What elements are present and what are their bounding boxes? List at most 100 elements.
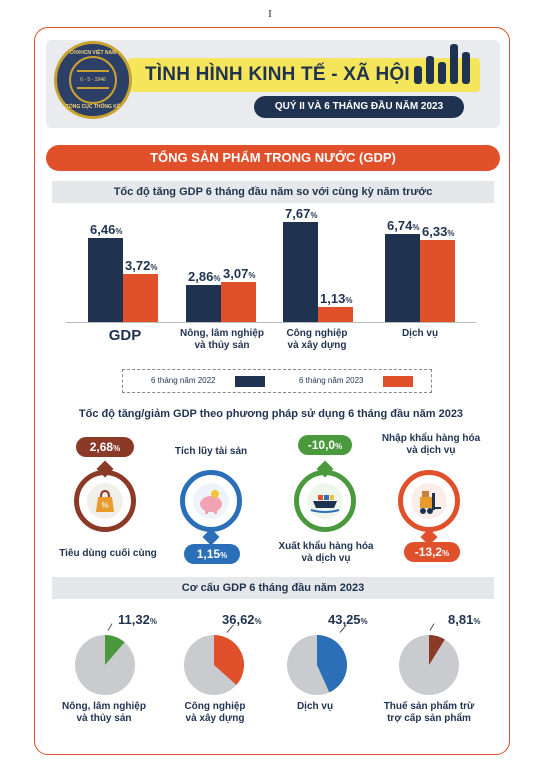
forklift-icon xyxy=(411,483,447,519)
pie-slice xyxy=(105,635,125,665)
pie-value: 36,62% xyxy=(222,612,262,627)
growth-section-title: Tốc độ tăng GDP 6 tháng đầu năm so với c… xyxy=(52,181,494,203)
percent-sign: % xyxy=(335,442,343,451)
category-line: Công nghiệp xyxy=(286,328,348,339)
logo-stripe xyxy=(77,70,109,72)
gso-logo: CHXHCN VIỆT NAM 6 - 5 - 1946 TỔNG CỤC TH… xyxy=(54,41,132,119)
industry-share: 36,62 xyxy=(222,612,255,627)
asset-accumulation-label: Tích lũy tài sản xyxy=(174,446,248,457)
page-title: TÌNH HÌNH KINH TẾ - XÃ HỘI xyxy=(145,64,410,85)
pie-services xyxy=(287,635,348,695)
pie-slice xyxy=(214,635,244,686)
logo-bottom-text: TỔNG CỤC THỐNG KÊ xyxy=(65,104,121,110)
label-line: và dịch vụ xyxy=(406,445,456,456)
category-industry: Công nghiệp và xây dựng xyxy=(272,328,362,352)
category-line: và thủy sản xyxy=(194,340,250,351)
logo-stripe xyxy=(77,87,109,89)
asset-accumulation-badge xyxy=(180,470,242,546)
chart-baseline xyxy=(66,322,476,323)
pie-value: 11,32% xyxy=(118,612,157,627)
page-frame xyxy=(34,27,510,755)
category-line: và xây dựng xyxy=(287,340,347,351)
import-value: -13,2 xyxy=(414,545,443,559)
import-value-pill: -13,2% xyxy=(404,542,460,562)
label-line: trợ cấp sản phẩm xyxy=(387,713,471,724)
category-agriculture: Nông, lâm nghiệp và thủy sản xyxy=(170,328,274,352)
category-gdp: GDP xyxy=(108,327,142,344)
consumption-value-pill: 2,68% xyxy=(76,437,134,457)
label-line: Nhập khẩu hàng hóa xyxy=(381,433,481,444)
legend-swatch-2022 xyxy=(235,376,265,387)
bar-2023 xyxy=(221,282,256,322)
import-label: Nhập khẩu hàng hóa và dịch vụ xyxy=(376,433,486,457)
pie-industry xyxy=(184,635,244,695)
bar-2023 xyxy=(318,307,353,322)
bar-value-label: 2,86% xyxy=(188,268,221,284)
pie-slice xyxy=(429,635,445,665)
bar-chart-icon xyxy=(414,44,470,84)
asset-accumulation-value: 1,15 xyxy=(196,547,221,561)
export-value-pill: -10,0% xyxy=(298,435,352,455)
pie-agriculture xyxy=(75,635,135,695)
piggy-bank-icon xyxy=(193,483,229,519)
page-number: I xyxy=(268,8,272,20)
percent-sign: % xyxy=(254,617,262,626)
bar-value-label: 3,07% xyxy=(223,266,256,282)
legend-label-2023: 6 tháng năm 2023 xyxy=(299,376,364,385)
bar-2022 xyxy=(283,222,318,322)
pie-label-agriculture: Nông, lâm nghiệp và thủy sản xyxy=(54,701,154,725)
bar-2022 xyxy=(88,238,123,322)
label-line: Thuế sản phẩm trừ xyxy=(383,701,475,712)
label-line: Nông, lâm nghiệp xyxy=(62,701,146,712)
pie-label-taxes: Thuế sản phẩm trừ trợ cấp sản phẩm xyxy=(374,701,484,725)
bar-value-label: 7,67% xyxy=(285,206,318,222)
pie-label-industry: Công nghiệp và xây dựng xyxy=(170,701,260,725)
pie-taxes xyxy=(399,635,459,695)
import-badge xyxy=(398,470,460,546)
bar-2022 xyxy=(186,284,221,322)
usage-section-title: Tốc độ tăng/giảm GDP theo phương pháp sử… xyxy=(78,408,464,420)
category-line: Nông, lâm nghiệp xyxy=(180,328,264,339)
percent-sign: % xyxy=(149,617,157,626)
structure-section-title: Cơ cấu GDP 6 tháng đầu năm 2023 xyxy=(52,577,494,599)
label-line: và thủy sản xyxy=(76,713,132,724)
bar-2022 xyxy=(385,234,420,322)
asset-accumulation-value-pill: 1,15% xyxy=(184,544,240,564)
export-label: Xuất khẩu hàng hóa và dịch vụ xyxy=(274,541,378,565)
pie-slice xyxy=(317,635,348,693)
legend-label-2022: 6 tháng năm 2022 xyxy=(151,376,216,385)
label-line: Công nghiệp xyxy=(184,701,246,712)
taxes-share: 8,81 xyxy=(448,612,474,627)
pie-label-services: Dịch vụ xyxy=(296,701,334,712)
bar-value-label: 1,13% xyxy=(320,291,353,307)
bar-value-label: 3,72% xyxy=(125,257,158,273)
logo-ring xyxy=(69,56,117,104)
percent-sign: % xyxy=(442,549,450,558)
pie-value: 8,81% xyxy=(448,612,480,627)
bar-value-label: 6,74% xyxy=(387,218,420,234)
page-subtitle: QUÝ II VÀ 6 THÁNG ĐẦU NĂM 2023 xyxy=(254,96,464,118)
consumption-label: Tiêu dùng cuối cùng xyxy=(59,548,157,559)
pie-value: 43,25% xyxy=(328,612,368,627)
bar-2023 xyxy=(420,239,455,322)
bar-value-label: 6,46% xyxy=(90,222,123,238)
agriculture-share: 11,32 xyxy=(118,612,150,627)
bar-2023 xyxy=(123,273,158,322)
logo-top-text: CHXHCN VIỆT NAM xyxy=(69,50,117,56)
label-line: và xây dựng xyxy=(185,713,245,724)
bar-value-label: 6,33% xyxy=(422,223,455,239)
percent-sign: % xyxy=(360,617,368,626)
label-line: và dịch vụ xyxy=(301,553,351,564)
shopping-bag-icon: % xyxy=(87,483,123,519)
percent-sign: % xyxy=(473,617,481,626)
chart-legend: 6 tháng năm 2022 6 tháng năm 2023 xyxy=(122,369,432,393)
percent-sign: % xyxy=(220,551,228,560)
percent-sign: % xyxy=(113,444,121,453)
services-share: 43,25 xyxy=(328,612,361,627)
legend-swatch-2023 xyxy=(383,376,413,387)
export-badge xyxy=(294,460,356,532)
section-banner: TỔNG SẢN PHẨM TRONG NƯỚC (GDP) xyxy=(46,145,500,171)
svg-text:%: % xyxy=(101,501,108,510)
consumption-value: 2,68 xyxy=(89,440,114,454)
export-value: -10,0 xyxy=(307,438,336,452)
